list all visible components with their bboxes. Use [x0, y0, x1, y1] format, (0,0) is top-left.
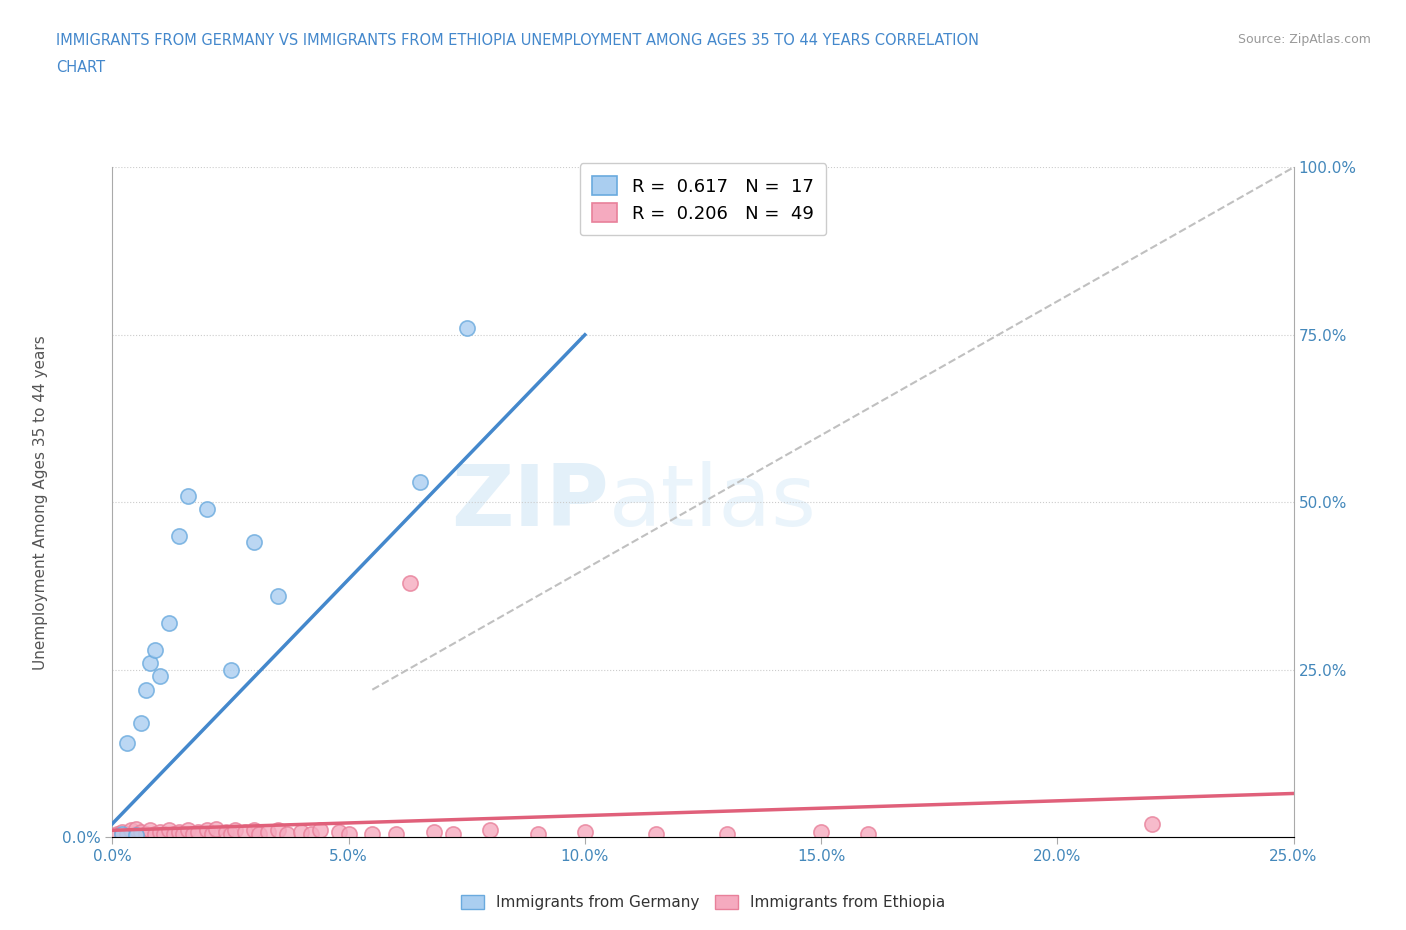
Point [219, 826, 242, 841]
Point [105, 826, 128, 841]
Point [125, 828, 148, 843]
Point [167, 824, 190, 839]
Point [810, 824, 832, 839]
Point [267, 589, 290, 604]
Point [276, 826, 298, 841]
Point [177, 823, 200, 838]
Point [243, 535, 266, 550]
Point [526, 826, 548, 841]
Point [328, 824, 350, 839]
Point [149, 824, 172, 839]
Point [125, 821, 148, 836]
Point [224, 823, 246, 838]
Point [574, 824, 596, 839]
Point [135, 826, 157, 841]
Point [408, 474, 430, 489]
Point [195, 501, 218, 516]
Point [139, 823, 162, 838]
Point [115, 736, 138, 751]
Text: atlas: atlas [609, 460, 817, 544]
Point [172, 826, 194, 841]
Point [129, 824, 152, 839]
Point [267, 823, 290, 838]
Point [456, 321, 478, 336]
Text: CHART: CHART [56, 60, 105, 75]
Point [186, 824, 208, 839]
Point [157, 823, 180, 838]
Point [422, 824, 444, 839]
Point [337, 826, 360, 841]
Point [201, 826, 224, 841]
Text: IMMIGRANTS FROM GERMANY VS IMMIGRANTS FROM ETHIOPIA UNEMPLOYMENT AMONG AGES 35 T: IMMIGRANTS FROM GERMANY VS IMMIGRANTS FR… [56, 33, 979, 47]
Point [143, 642, 166, 657]
Point [181, 826, 204, 841]
Point [115, 826, 138, 841]
Point [257, 824, 280, 839]
Point [167, 528, 190, 543]
Point [195, 823, 218, 838]
Point [157, 616, 180, 631]
Point [163, 826, 186, 841]
Point [205, 821, 228, 836]
Point [149, 669, 172, 684]
Point [309, 823, 332, 838]
Point [247, 826, 270, 841]
Point [858, 826, 880, 841]
Point [215, 824, 238, 839]
Point [233, 824, 256, 839]
Point [290, 824, 312, 839]
Point [111, 826, 134, 841]
Point [479, 823, 502, 838]
Legend: Immigrants from Germany, Immigrants from Ethiopia: Immigrants from Germany, Immigrants from… [454, 889, 952, 916]
Y-axis label: Unemployment Among Ages 35 to 44 years: Unemployment Among Ages 35 to 44 years [32, 335, 48, 670]
Point [243, 823, 266, 838]
Point [177, 488, 200, 503]
Point [143, 826, 166, 841]
Point [111, 824, 134, 839]
Point [1140, 817, 1163, 831]
Point [139, 656, 162, 671]
Point [135, 683, 157, 698]
Point [385, 826, 408, 841]
Point [644, 826, 666, 841]
Point [441, 826, 464, 841]
Point [153, 826, 176, 841]
Point [120, 823, 142, 838]
Point [361, 826, 384, 841]
Point [716, 826, 738, 841]
Point [219, 662, 242, 677]
Point [299, 826, 322, 841]
Point [399, 575, 422, 590]
Text: ZIP: ZIP [451, 460, 609, 544]
Point [125, 826, 148, 841]
Text: Source: ZipAtlas.com: Source: ZipAtlas.com [1237, 33, 1371, 46]
Point [129, 716, 152, 731]
